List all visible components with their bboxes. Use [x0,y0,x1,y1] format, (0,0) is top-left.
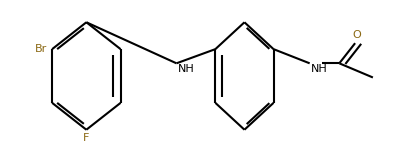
Text: Br: Br [35,44,47,54]
Text: NH: NH [310,64,327,74]
Text: O: O [352,30,361,40]
Text: F: F [83,133,90,143]
Text: NH: NH [178,64,194,74]
